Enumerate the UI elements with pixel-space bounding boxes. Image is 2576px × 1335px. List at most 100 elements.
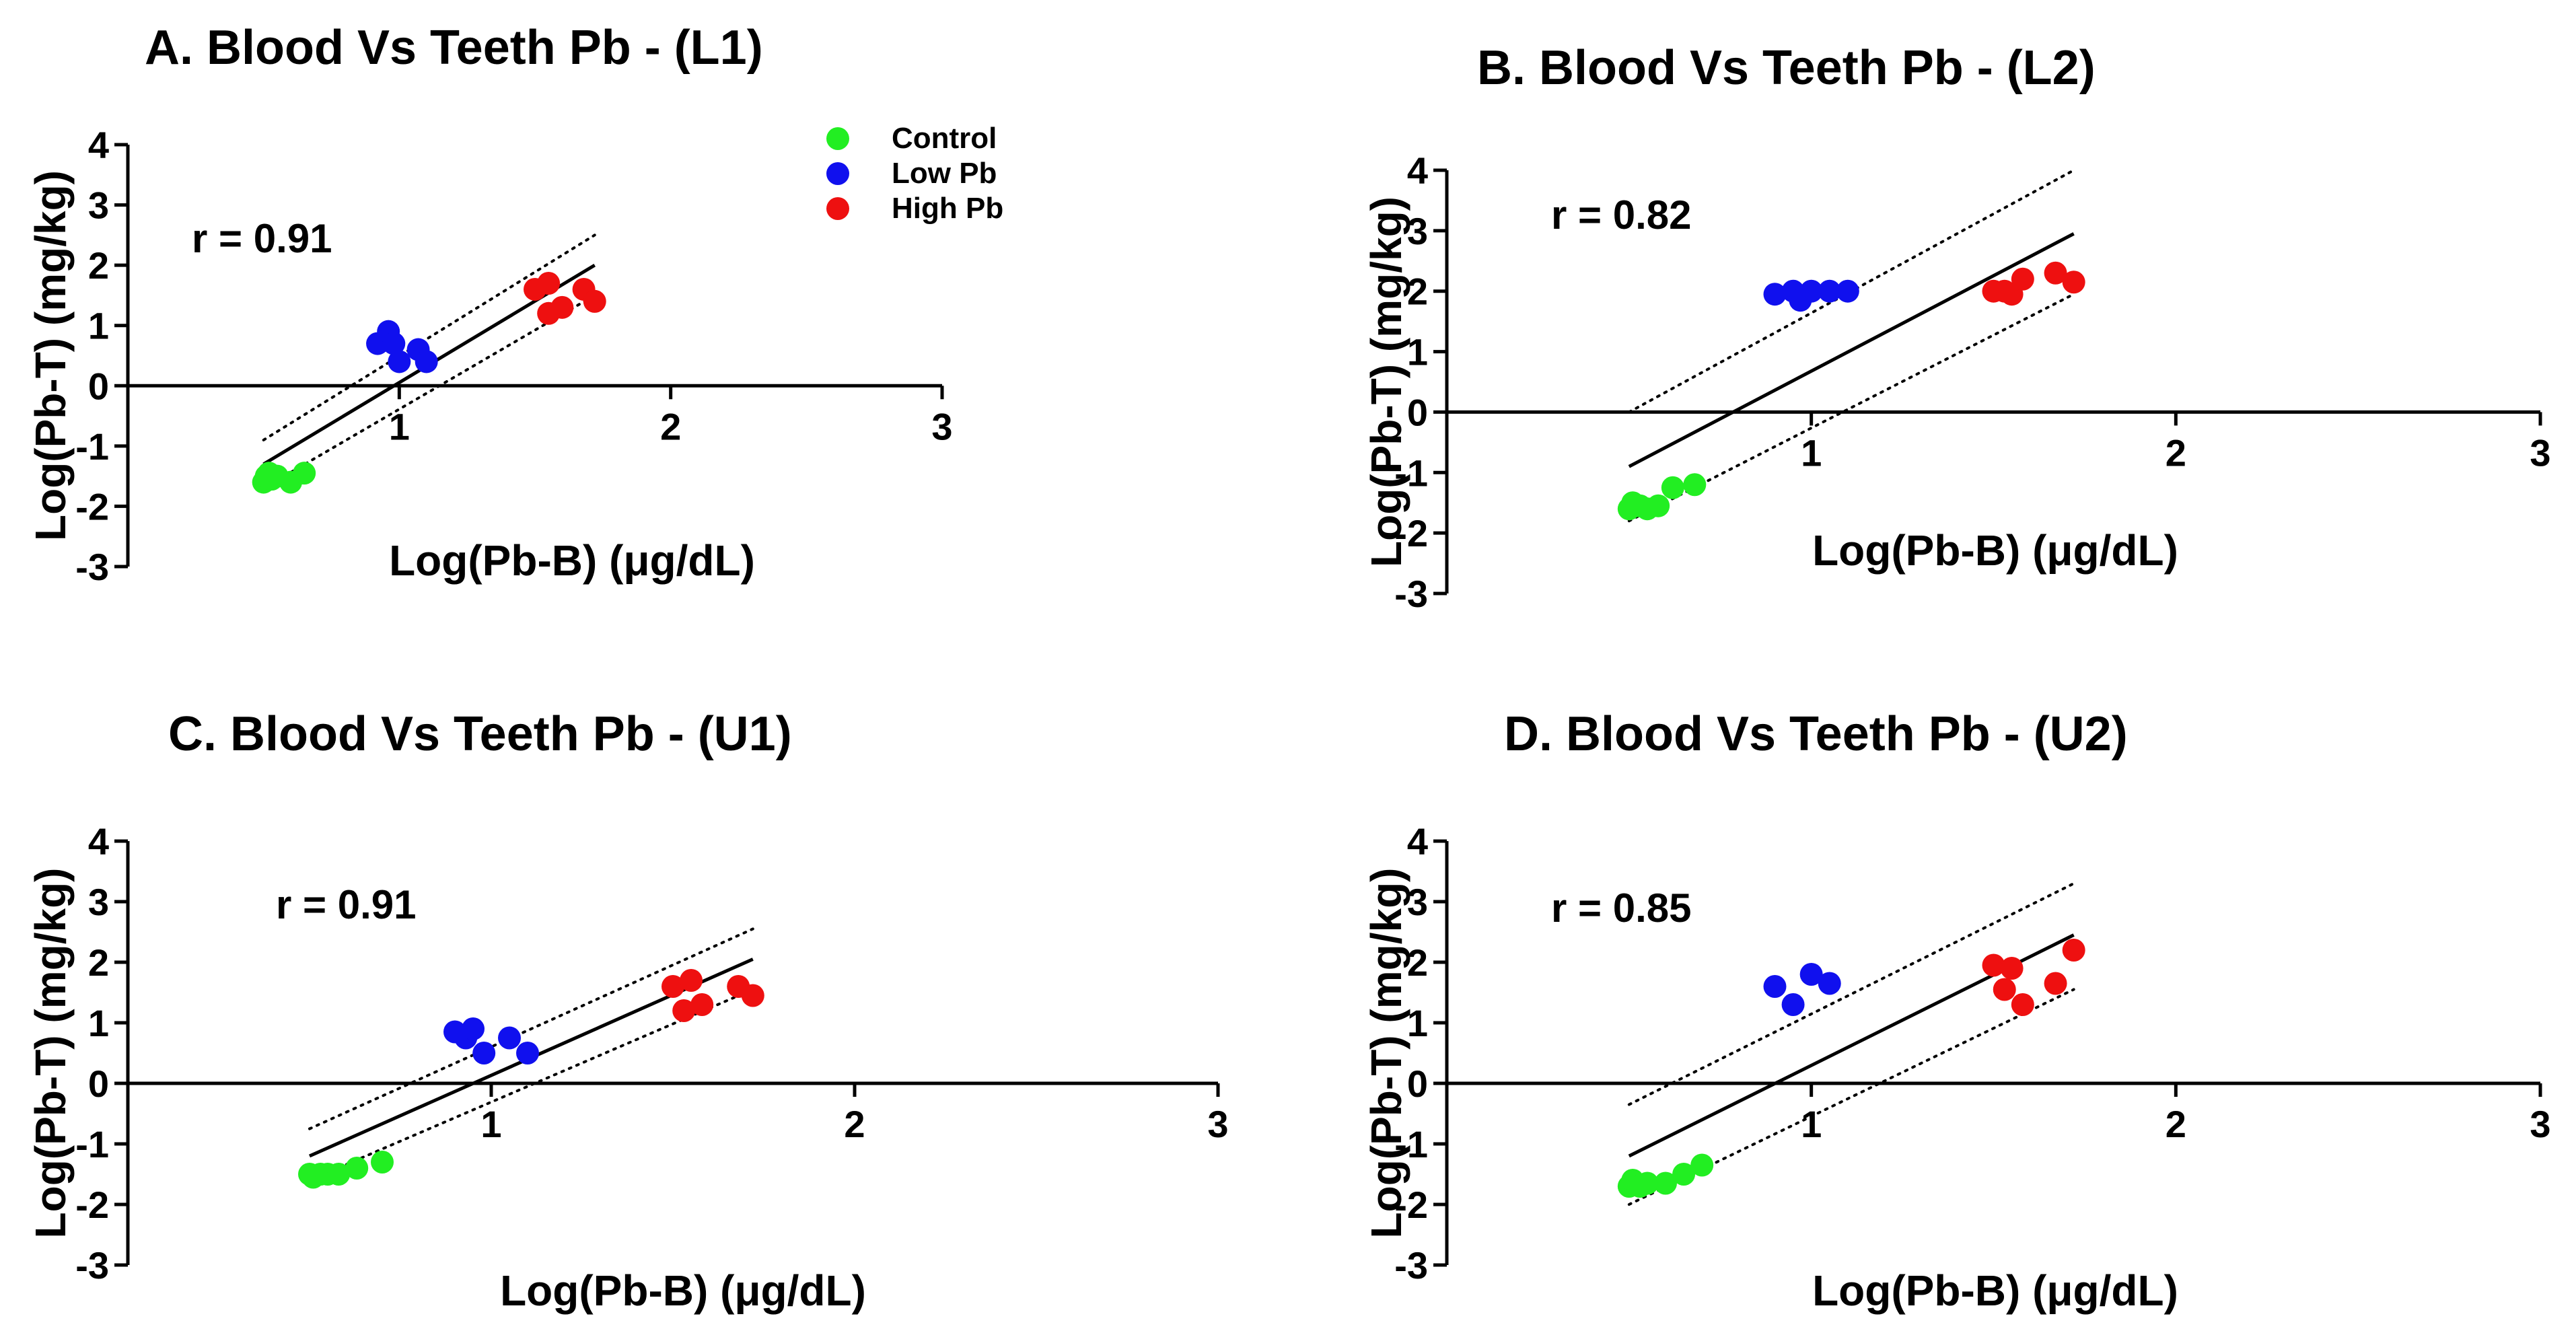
chart-title: C. Blood Vs Teeth Pb - (U1): [168, 707, 792, 761]
data-point-control: [1690, 1153, 1714, 1177]
y-tick-label: -1: [1394, 452, 1428, 494]
legend-marker-control: [826, 127, 849, 150]
data-point-control: [1635, 1171, 1659, 1195]
y-tick-label: -1: [75, 425, 109, 468]
y-tick-label: 4: [1407, 149, 1428, 192]
data-point-high-pb: [672, 999, 696, 1022]
y-tick-label: 0: [88, 1062, 109, 1105]
y-tick-label: 1: [88, 305, 109, 347]
data-point-high-pb: [2000, 957, 2024, 980]
chart-panel-c: C. Blood Vs Teeth Pb - (U1) 4 3 2 1 0 -1 -2 -3 1 2…: [26, 707, 1229, 1315]
y-tick-label: 3: [88, 184, 109, 227]
data-point-control: [1654, 1171, 1677, 1195]
data-point-low-pb: [498, 1026, 521, 1050]
data-point-high-pb: [1993, 978, 2016, 1001]
data-point-high-pb: [537, 272, 561, 295]
y-tick-label: 4: [88, 124, 109, 166]
data-point-high-pb: [2011, 267, 2034, 291]
data-point-high-pb: [2044, 261, 2067, 285]
data-point-low-pb: [415, 350, 438, 373]
ci-upper-line: [262, 233, 596, 441]
legend-marker-high-pb: [826, 197, 849, 220]
x-tick-label: 3: [931, 405, 952, 447]
data-point-low-pb: [1763, 283, 1787, 306]
data-point-low-pb: [516, 1042, 539, 1065]
data-point-high-pb: [1982, 953, 2005, 977]
ci-lower-line: [308, 988, 754, 1182]
x-tick-label: 1: [1801, 1103, 1822, 1145]
x-tick-label: 3: [2530, 1103, 2550, 1145]
y-tick-label: -2: [1394, 1184, 1428, 1226]
ci-upper-line: [308, 927, 754, 1130]
data-point-high-pb: [2044, 972, 2067, 995]
y-axis-label: Log(Pb-T) (mg/kg): [1362, 868, 1410, 1239]
x-tick-label: 1: [480, 1103, 501, 1145]
legend-label: High Pb: [892, 192, 1003, 225]
y-tick-label: -3: [1394, 1244, 1428, 1287]
chart-panel-d: D. Blood Vs Teeth Pb - (U2) 4 3 2 1 0 -1 -2 -3 1 2…: [1362, 707, 2551, 1315]
x-tick-label: 2: [2166, 431, 2186, 474]
correlation-annotation: r = 0.82: [1551, 192, 1692, 238]
x-tick-label: 3: [1207, 1103, 1228, 1145]
y-tick-label: 0: [1407, 391, 1428, 433]
y-tick-label: -2: [75, 1184, 109, 1226]
legend-marker-low-pb: [826, 162, 849, 185]
y-tick-label: -2: [75, 485, 109, 528]
data-point-low-pb: [462, 1017, 485, 1040]
data-point-low-pb: [1818, 972, 1841, 995]
data-point-control: [1661, 476, 1684, 499]
data-point-low-pb: [1799, 963, 1823, 986]
y-tick-label: 3: [1407, 881, 1428, 923]
data-point-control: [1683, 473, 1707, 497]
x-axis-label: Log(Pb-B) (μg/dL): [389, 536, 755, 585]
correlation-annotation: r = 0.91: [192, 216, 332, 261]
x-axis-label: Log(Pb-B) (μg/dL): [500, 1266, 866, 1315]
data-point-control: [1672, 1163, 1696, 1186]
legend-label: Low Pb: [892, 157, 997, 190]
data-point-high-pb: [690, 993, 714, 1016]
x-tick-label: 3: [2530, 431, 2550, 474]
y-tick-label: 2: [1407, 941, 1428, 984]
data-point-control: [371, 1151, 394, 1174]
y-tick-label: 4: [1407, 820, 1428, 863]
data-point-high-pb: [2011, 993, 2034, 1016]
data-point-high-pb: [661, 975, 684, 998]
y-tick-label: -2: [1394, 512, 1428, 554]
data-point-control: [345, 1157, 369, 1180]
data-point-high-pb: [741, 984, 764, 1007]
data-point-control: [1647, 494, 1670, 517]
data-point-low-pb: [1799, 279, 1823, 303]
data-point-high-pb: [680, 969, 703, 992]
y-tick-label: 2: [1407, 270, 1428, 313]
y-tick-label: 0: [1407, 1062, 1428, 1105]
y-tick-label: 2: [88, 941, 109, 984]
x-tick-label: 2: [660, 405, 681, 447]
ci-upper-line: [1627, 882, 2075, 1106]
y-tick-label: -3: [75, 1244, 109, 1287]
y-tick-label: 3: [88, 881, 109, 923]
data-point-control: [327, 1163, 351, 1186]
correlation-annotation: r = 0.85: [1551, 886, 1692, 931]
data-point-low-pb: [1781, 993, 1805, 1016]
data-point-low-pb: [472, 1042, 496, 1065]
y-axis-label: Log(Pb-T) (mg/kg): [26, 868, 75, 1239]
data-point-control: [293, 462, 316, 485]
y-tick-label: 2: [88, 244, 109, 287]
x-tick-label: 2: [2166, 1103, 2186, 1145]
data-point-low-pb: [382, 332, 406, 355]
data-point-low-pb: [1818, 279, 1841, 303]
y-tick-label: -3: [1394, 573, 1428, 615]
ci-lower-line: [262, 293, 596, 490]
legend-label: Control: [892, 122, 997, 155]
y-tick-label: 1: [88, 1002, 109, 1044]
data-point-high-pb: [2062, 270, 2085, 294]
y-tick-label: -1: [1394, 1123, 1428, 1165]
x-tick-label: 1: [389, 405, 410, 447]
y-tick-label: 1: [1407, 1002, 1428, 1044]
data-point-low-pb: [388, 350, 411, 373]
y-tick-label: -3: [75, 546, 109, 588]
data-point-high-pb: [2062, 939, 2085, 962]
chart-title: D. Blood Vs Teeth Pb - (U2): [1504, 707, 2128, 761]
x-axis-label: Log(Pb-B) (μg/dL): [1812, 526, 2178, 575]
